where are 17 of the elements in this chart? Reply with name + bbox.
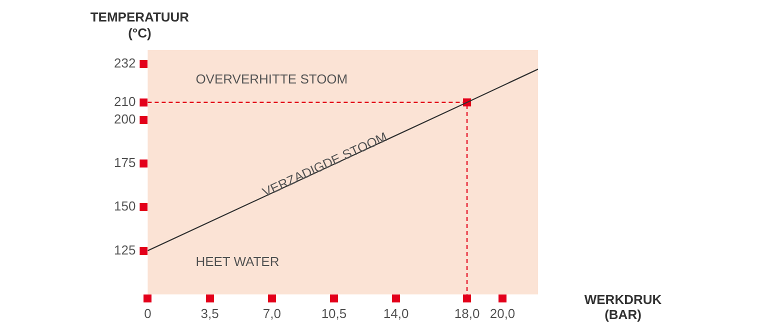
y-tick-label: 200	[114, 111, 136, 126]
y-tick-label: 150	[114, 198, 136, 214]
annotation: HEET WATER	[196, 254, 280, 269]
x-axis-title: WERKDRUK (BAR)	[584, 292, 662, 322]
y-tick-label: 175	[114, 155, 136, 170]
y-axis-title: TEMPERATUUR (°C)	[90, 10, 190, 41]
annotation: OVERVERHITTE STOOM	[196, 72, 348, 87]
x-tick-label: 7,0	[262, 306, 281, 321]
x-tick-label: 3,5	[200, 306, 219, 321]
y-tick-label: 232	[114, 56, 136, 71]
x-tick-label: 14,0	[383, 306, 409, 321]
y-tick-label: 210	[114, 94, 136, 109]
x-tick-label: 10,5	[321, 306, 347, 321]
x-tick-label: 20,0	[490, 306, 516, 321]
x-tick-label: 18,0	[454, 306, 480, 321]
y-tick-label: 125	[114, 242, 136, 258]
x-tick-label: 0	[144, 306, 152, 321]
